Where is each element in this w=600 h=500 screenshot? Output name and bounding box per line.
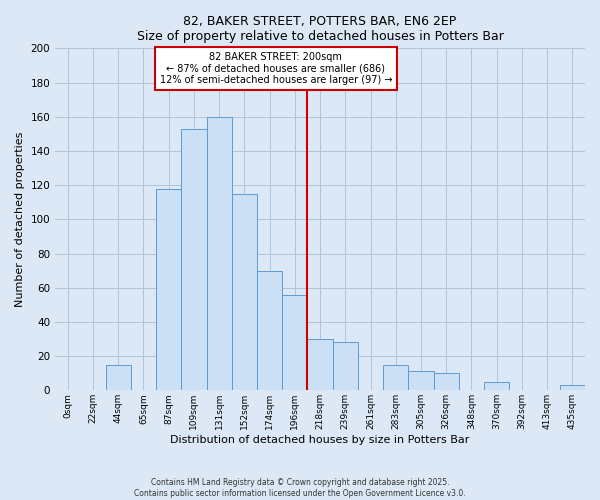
Bar: [257, 270, 282, 390]
Bar: [282, 294, 307, 390]
Bar: [383, 364, 409, 390]
Bar: [156, 188, 181, 390]
Bar: [181, 128, 206, 390]
Text: 82 BAKER STREET: 200sqm
← 87% of detached houses are smaller (686)
12% of semi-d: 82 BAKER STREET: 200sqm ← 87% of detache…: [160, 52, 392, 85]
Bar: [232, 194, 257, 390]
X-axis label: Distribution of detached houses by size in Potters Bar: Distribution of detached houses by size …: [170, 435, 470, 445]
Bar: [484, 382, 509, 390]
Text: Contains HM Land Registry data © Crown copyright and database right 2025.
Contai: Contains HM Land Registry data © Crown c…: [134, 478, 466, 498]
Bar: [307, 339, 332, 390]
Bar: [206, 116, 232, 390]
Y-axis label: Number of detached properties: Number of detached properties: [15, 132, 25, 307]
Bar: [332, 342, 358, 390]
Bar: [106, 364, 131, 390]
Bar: [409, 372, 434, 390]
Bar: [434, 373, 459, 390]
Title: 82, BAKER STREET, POTTERS BAR, EN6 2EP
Size of property relative to detached hou: 82, BAKER STREET, POTTERS BAR, EN6 2EP S…: [137, 15, 503, 43]
Bar: [560, 385, 585, 390]
